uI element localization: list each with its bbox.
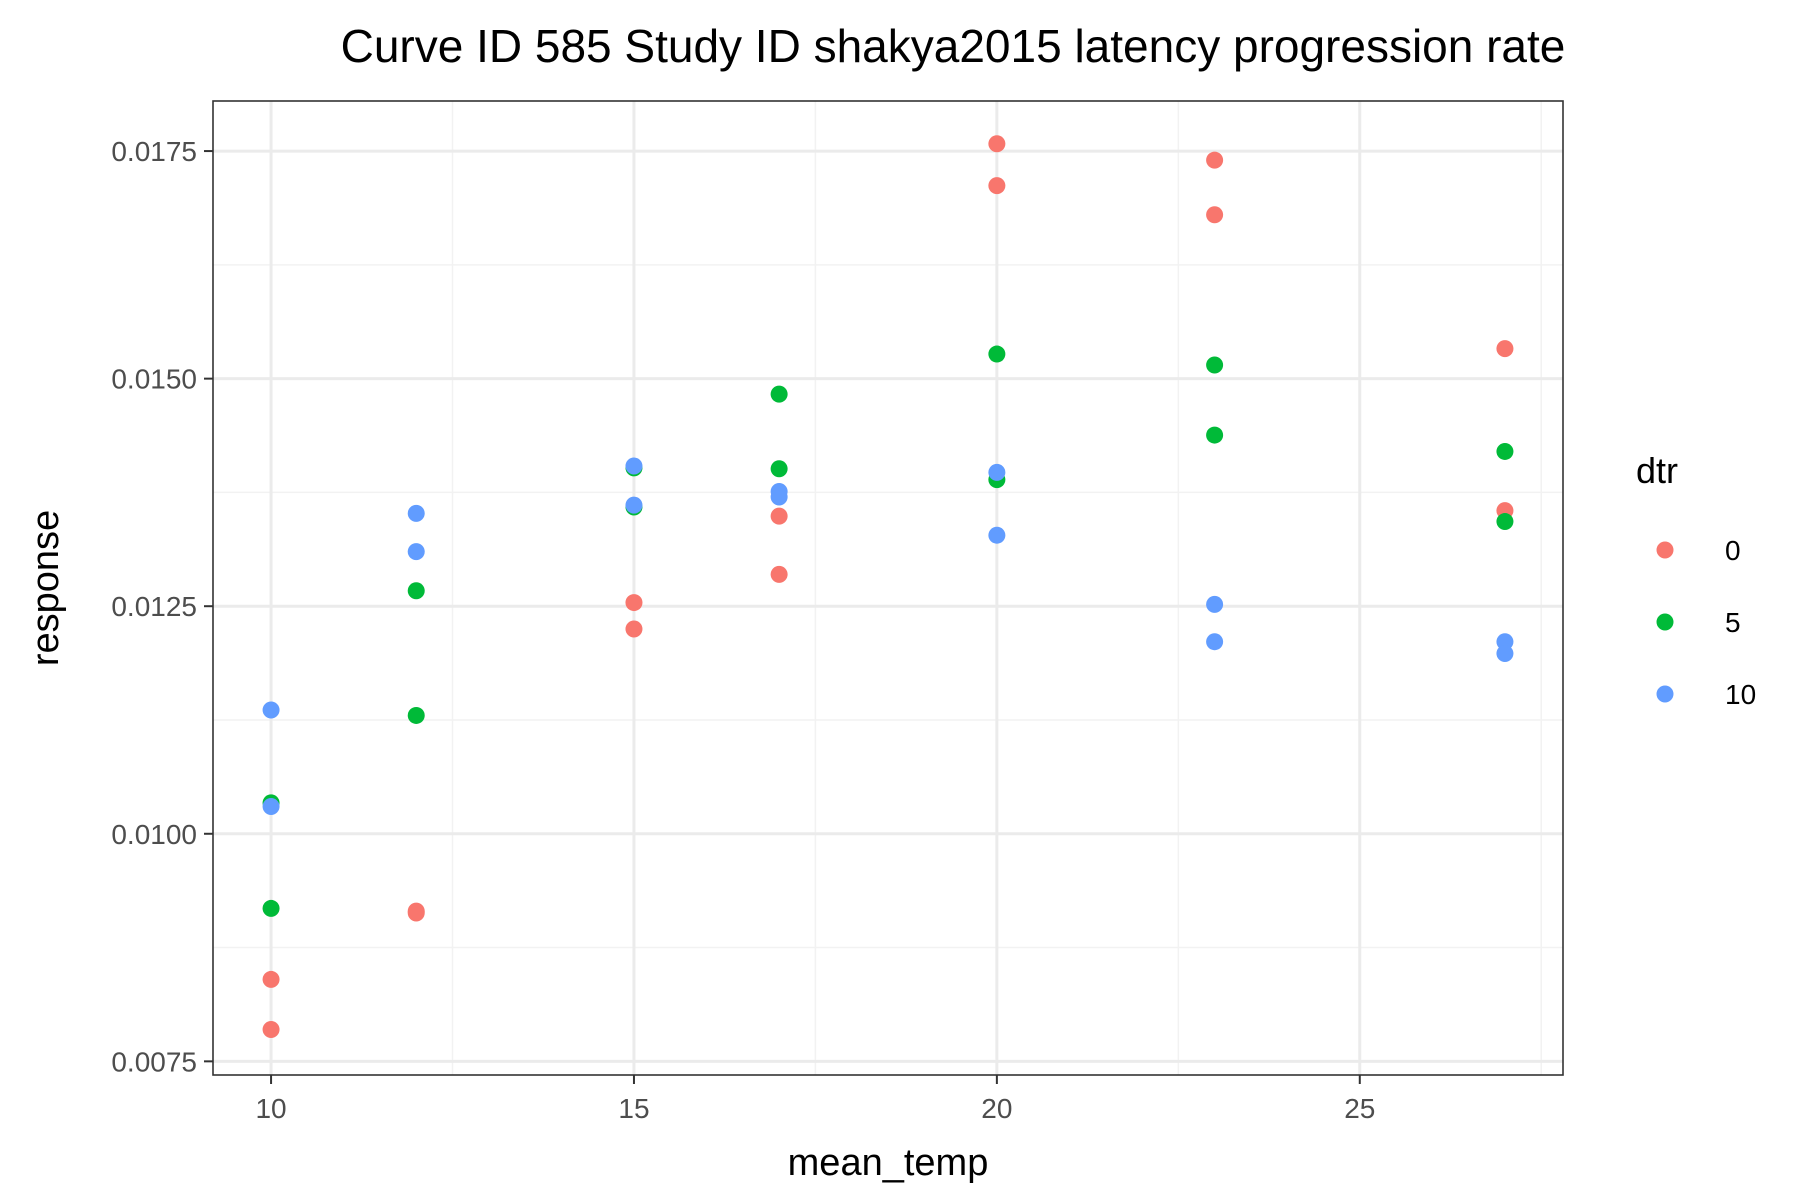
data-point-dtr-10 [262,701,280,719]
data-point-dtr-5 [407,582,425,600]
data-point-dtr-5 [770,460,788,478]
data-point-dtr-0 [407,904,425,922]
data-point-dtr-0 [1206,206,1224,224]
legend-label-0: 0 [1725,535,1741,566]
data-point-dtr-10 [1496,633,1514,651]
data-point-dtr-10 [625,457,643,475]
y-tick-label: 0.0100 [111,819,197,850]
data-point-dtr-0 [262,970,280,988]
data-point-dtr-5 [1206,356,1224,374]
chart-title: Curve ID 585 Study ID shakya2015 latency… [341,20,1566,72]
legend-items: 0 5 10 [1656,535,1756,710]
data-point-dtr-10 [1206,595,1224,613]
data-point-dtr-5 [770,385,788,403]
x-axis-title: mean_temp [788,1142,989,1184]
legend: dtr 0 5 10 [1636,450,1756,710]
data-point-dtr-5 [1206,426,1224,444]
y-tick-label: 0.0175 [111,136,197,167]
data-point-dtr-0 [770,507,788,525]
data-point-dtr-0 [262,1020,280,1038]
data-point-dtr-10 [407,504,425,522]
data-point-dtr-0 [770,565,788,583]
y-axis-title: response [25,510,67,666]
x-tick-label: 25 [1344,1093,1375,1124]
data-point-dtr-5 [1496,442,1514,460]
y-tick-label: 0.0125 [111,591,197,622]
data-point-dtr-5 [1496,513,1514,531]
axis-tick-labels: 10 15 20 25 0.0075 0.0100 0.0125 0.0150 0.0175 [111,136,1375,1124]
data-point-dtr-5 [407,706,425,724]
plot-panel-border [212,100,1564,1076]
data-point-dtr-0 [1496,340,1514,358]
legend-key-5 [1656,613,1674,631]
data-point-dtr-0 [625,620,643,638]
data-point-dtr-5 [988,345,1006,363]
data-point-dtr-10 [988,463,1006,481]
x-tick-label: 10 [255,1093,286,1124]
legend-key-0 [1656,541,1674,559]
data-point-dtr-10 [770,488,788,506]
data-point-dtr-10 [625,496,643,514]
data-point-dtr-0 [1206,151,1224,169]
data-point-dtr-10 [262,797,280,815]
data-point-dtr-10 [1206,633,1224,651]
minor-gridlines [213,101,1563,1075]
legend-label-10: 10 [1725,679,1756,710]
data-point-dtr-10 [988,526,1006,544]
data-point-dtr-0 [625,594,643,612]
x-tick-label: 15 [618,1093,649,1124]
y-tick-label: 0.0075 [111,1046,197,1077]
data-point-dtr-10 [1496,645,1514,663]
legend-label-5: 5 [1725,607,1741,638]
y-tick-label: 0.0150 [111,364,197,395]
data-point-dtr-0 [988,135,1006,153]
data-point-dtr-10 [407,543,425,561]
legend-key-10 [1656,685,1674,703]
major-gridlines [213,101,1563,1075]
data-point-dtr-0 [988,177,1006,195]
data-point-dtr-5 [262,899,280,917]
axis-ticks [204,150,1361,1084]
data-points [262,135,1514,1038]
x-tick-label: 20 [981,1093,1012,1124]
legend-title: dtr [1636,450,1678,491]
